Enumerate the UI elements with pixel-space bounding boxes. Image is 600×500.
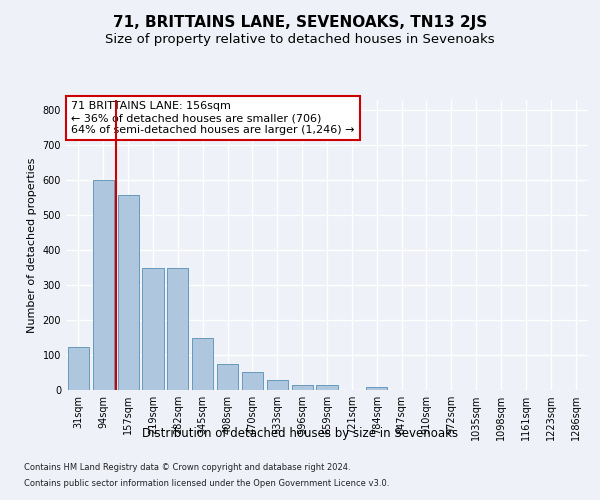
Text: Contains HM Land Registry data © Crown copyright and database right 2024.: Contains HM Land Registry data © Crown c… (24, 464, 350, 472)
Bar (167, 268, 188, 390)
Bar (242, 372, 263, 390)
Text: Distribution of detached houses by size in Sevenoaks: Distribution of detached houses by size … (142, 428, 458, 440)
Bar (118, 195, 139, 390)
Bar (68, 348, 89, 390)
Text: 71, BRITTAINS LANE, SEVENOAKS, TN13 2JS: 71, BRITTAINS LANE, SEVENOAKS, TN13 2JS (113, 15, 487, 30)
Text: Size of property relative to detached houses in Sevenoaks: Size of property relative to detached ho… (105, 32, 495, 46)
Y-axis label: Number of detached properties: Number of detached properties (27, 158, 37, 332)
Bar (316, 385, 338, 390)
Bar (217, 364, 238, 390)
Text: Contains public sector information licensed under the Open Government Licence v3: Contains public sector information licen… (24, 478, 389, 488)
Bar (292, 385, 313, 390)
Bar (93, 180, 114, 390)
Text: 71 BRITTAINS LANE: 156sqm
← 36% of detached houses are smaller (706)
64% of semi: 71 BRITTAINS LANE: 156sqm ← 36% of detac… (71, 102, 355, 134)
Bar (366, 387, 387, 390)
Bar (142, 268, 164, 390)
Bar (267, 380, 288, 390)
Bar (192, 338, 213, 390)
